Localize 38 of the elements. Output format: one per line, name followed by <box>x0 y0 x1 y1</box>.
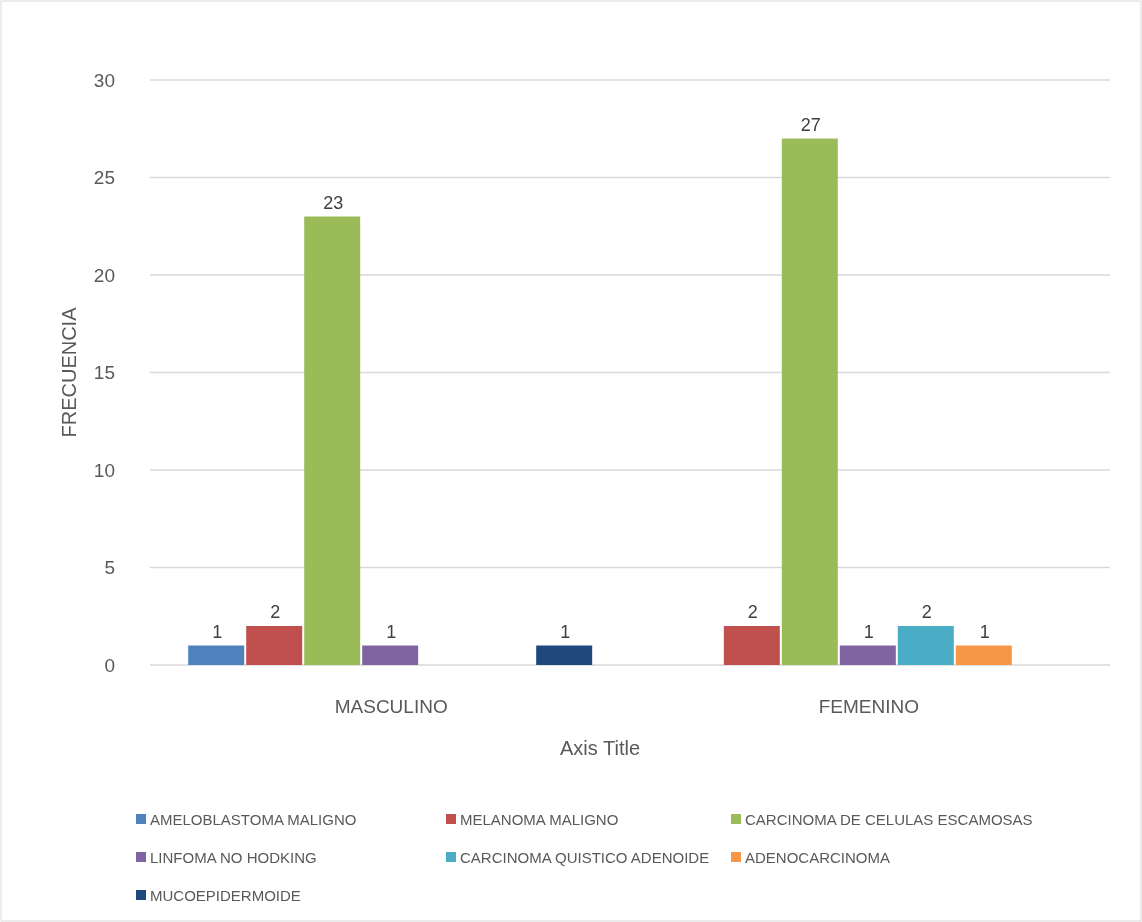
x-tick-label: MASCULINO <box>334 696 448 717</box>
legend-label: CARCINOMA DE CELULAS ESCAMOSAS <box>745 811 1033 829</box>
bar <box>362 645 419 665</box>
legend-label: LINFOMA NO HODKING <box>150 849 317 867</box>
y-tick-label: 10 <box>93 459 115 481</box>
bar <box>781 138 838 665</box>
data-label: 23 <box>323 192 344 213</box>
data-label: 1 <box>386 621 397 642</box>
legend-label: ADENOCARCINOMA <box>745 849 891 867</box>
y-tick-label: 5 <box>104 557 115 579</box>
y-tick-label: 30 <box>93 69 115 91</box>
data-label: 2 <box>921 602 932 622</box>
y-tick-label: 15 <box>93 362 115 384</box>
bar <box>955 645 1012 665</box>
bar <box>188 645 245 665</box>
bar <box>246 626 303 665</box>
bar <box>723 626 780 665</box>
x-axis-title: Axis Title <box>559 737 641 759</box>
y-tick-label: 0 <box>104 654 115 676</box>
legend-label: CARCINOMA QUISTICO ADENOIDE <box>460 849 710 867</box>
bar <box>536 645 593 665</box>
data-label: 1 <box>979 621 990 642</box>
bar <box>304 216 361 665</box>
bar <box>839 645 896 665</box>
y-tick-label: 25 <box>93 167 115 189</box>
data-label: 2 <box>747 602 758 622</box>
y-axis-title: FRECUENCIA <box>58 306 80 438</box>
data-label: 2 <box>270 602 281 622</box>
y-tick-label: 20 <box>93 264 115 286</box>
data-label: 1 <box>212 621 223 642</box>
bar <box>897 626 954 665</box>
legend-label: MUCOEPIDERMOIDE <box>150 887 301 905</box>
legend-label: MELANOMA MALIGNO <box>460 811 619 829</box>
data-label: 1 <box>863 621 874 642</box>
data-label: 1 <box>560 621 571 642</box>
x-tick-label: FEMENINO <box>818 696 919 717</box>
legend-label: AMELOBLASTOMA MALIGNO <box>150 811 357 829</box>
data-label: 27 <box>800 114 821 135</box>
